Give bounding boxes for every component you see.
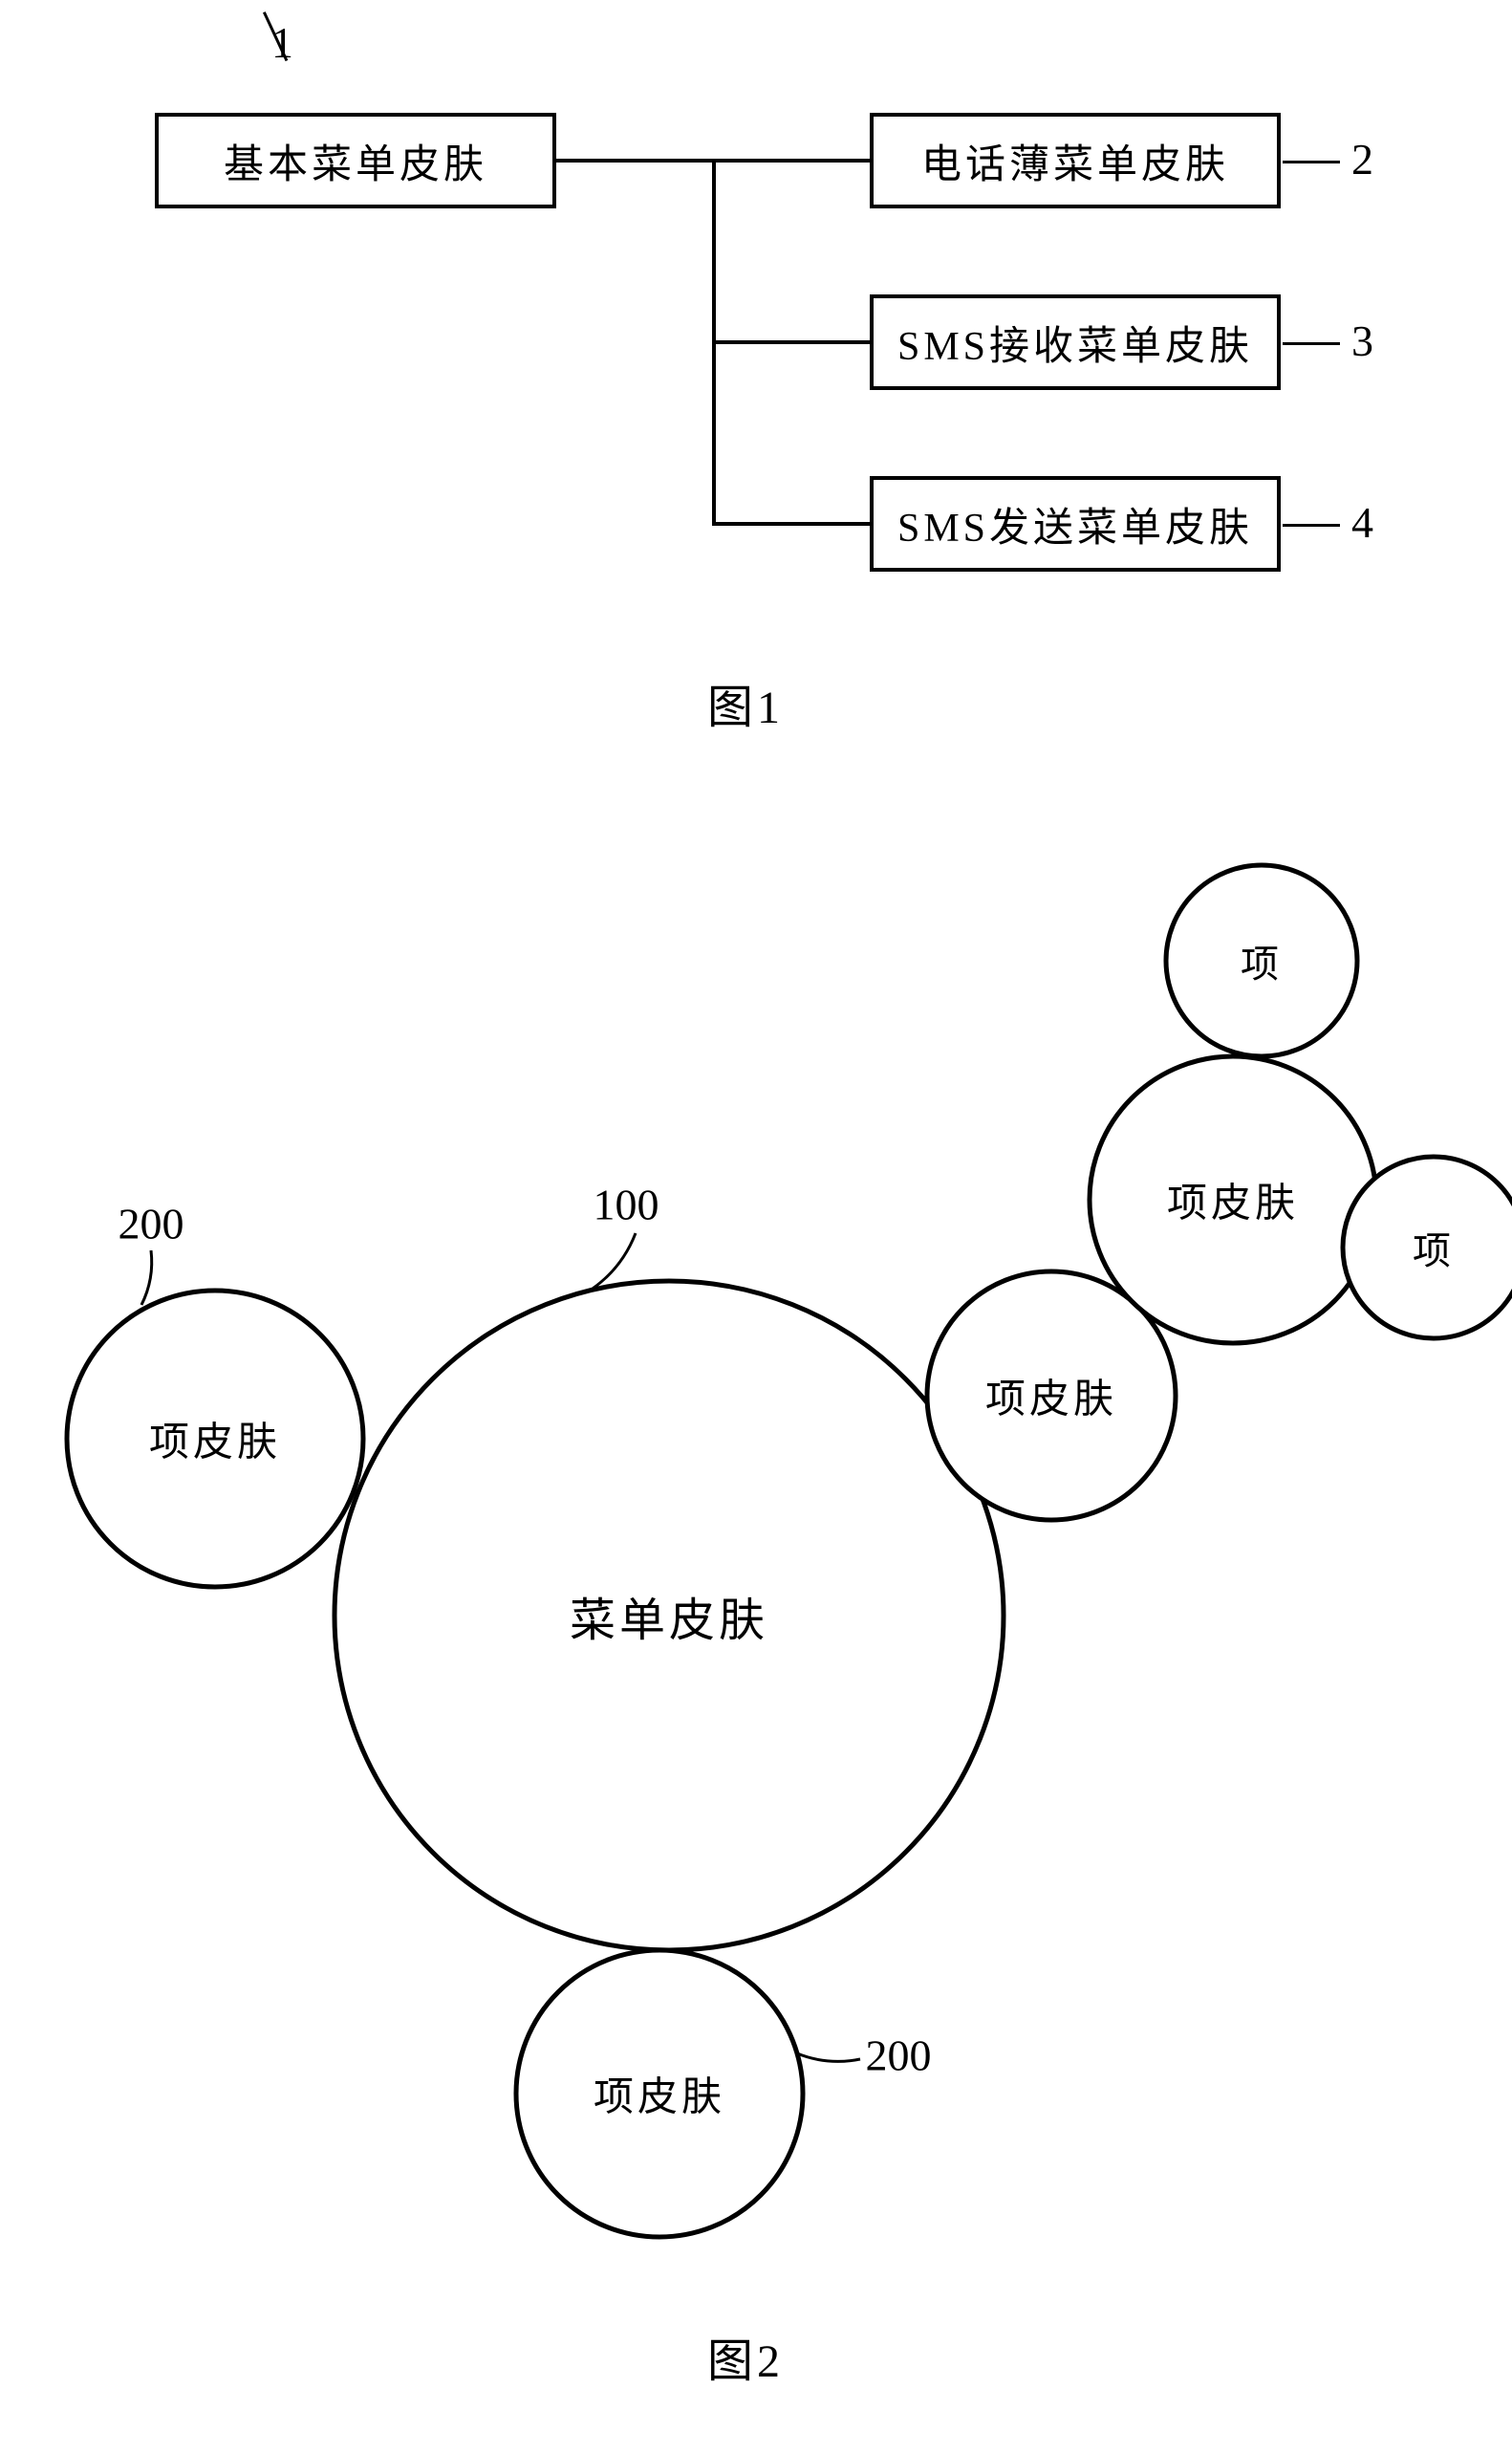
num-100-leader — [593, 1233, 636, 1289]
num-200-left: 200 — [119, 1199, 184, 1249]
page: 图1 基本菜单皮肤1电话薄菜单皮肤2SMS接收菜单皮肤3SMS发送菜单皮肤4 菜… — [0, 0, 1512, 2453]
figure-2: 菜单皮肤项皮肤项皮肤项皮肤项皮肤项项100200200 图2 — [0, 727, 1512, 2453]
num-200-bottom: 200 — [866, 2030, 932, 2081]
box-basic: 基本菜单皮肤 — [155, 113, 556, 208]
box-sms-recv-label: SMS接收菜单皮肤 — [897, 314, 1253, 372]
box-phonebook: 电话薄菜单皮肤 — [870, 113, 1281, 208]
num-100: 100 — [594, 1180, 659, 1230]
c-menu-skin-label: 菜单皮肤 — [570, 1582, 768, 1649]
box-sms-recv: SMS接收菜单皮肤 — [870, 294, 1281, 390]
c-item-skin-left-label: 项皮肤 — [149, 1410, 281, 1468]
box-phonebook-leader — [1283, 161, 1340, 163]
num-200-bottom-leader — [797, 2053, 860, 2061]
box-phonebook-label: 电话薄菜单皮肤 — [921, 132, 1229, 190]
box-basic-label: 基本菜单皮肤 — [224, 132, 487, 190]
box-sms-recv-callout: 3 — [1351, 315, 1373, 366]
figure-2-caption: 图2 — [707, 2323, 784, 2390]
box-basic-callout: 1 — [271, 17, 293, 68]
box-phonebook-callout: 2 — [1351, 134, 1373, 185]
box-sms-recv-leader — [1283, 342, 1340, 345]
box-sms-send: SMS发送菜单皮肤 — [870, 476, 1281, 572]
num-200-left-leader — [141, 1250, 152, 1305]
c-item-skin-right-label: 项皮肤 — [985, 1367, 1117, 1425]
c-item-top-label: 项 — [1241, 933, 1283, 988]
box-sms-send-label: SMS发送菜单皮肤 — [897, 495, 1253, 554]
c-item-skin-bottom-label: 项皮肤 — [594, 2065, 725, 2123]
c-item-skin-topright-label: 项皮肤 — [1167, 1171, 1299, 1229]
c-item-right-label: 项 — [1413, 1220, 1455, 1275]
box-sms-send-leader — [1283, 524, 1340, 527]
figure-1: 图1 基本菜单皮肤1电话薄菜单皮肤2SMS接收菜单皮肤3SMS发送菜单皮肤4 — [0, 0, 1512, 727]
box-sms-send-callout: 4 — [1351, 497, 1373, 548]
